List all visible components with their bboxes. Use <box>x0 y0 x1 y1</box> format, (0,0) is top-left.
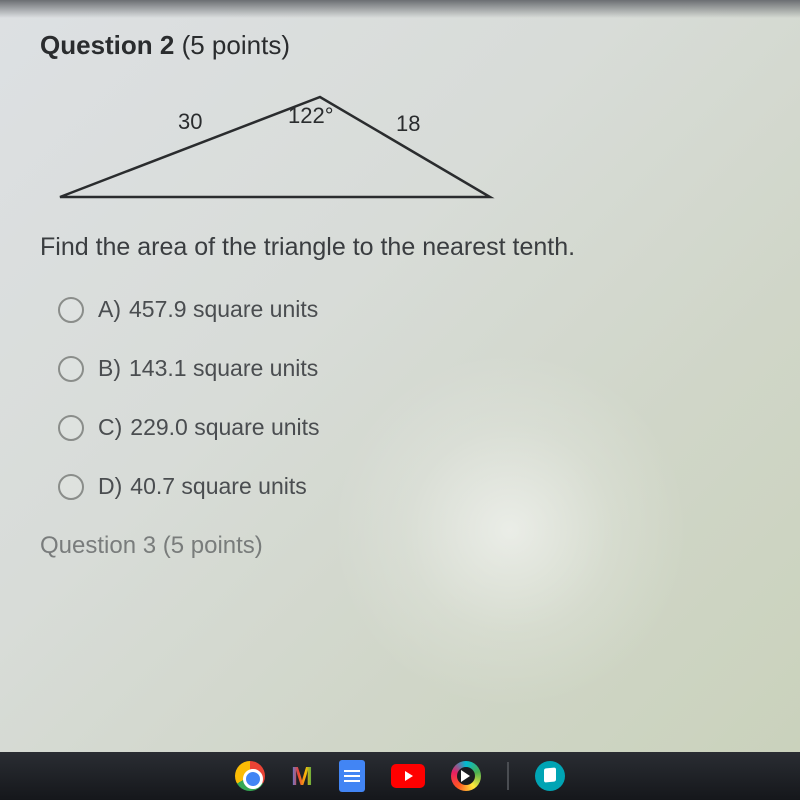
docs-icon[interactable] <box>339 760 365 792</box>
option-letter: D) <box>98 473 122 500</box>
option-c[interactable]: C) 229.0 square units <box>58 414 760 441</box>
question-points: (5 points) <box>182 30 290 60</box>
triangle-angle: 122° <box>288 103 334 129</box>
radio-icon[interactable] <box>58 297 84 323</box>
next-question-header: Question 3 (5 points) <box>40 532 760 560</box>
radio-icon[interactable] <box>58 474 84 500</box>
option-text: 143.1 square units <box>129 355 318 382</box>
play-triangle-icon <box>461 770 470 782</box>
gmail-icon[interactable]: M <box>291 761 313 792</box>
option-letter: A) <box>98 296 121 323</box>
option-d[interactable]: D) 40.7 square units <box>58 473 760 500</box>
option-letter: C) <box>98 414 122 441</box>
chrome-icon[interactable] <box>235 761 265 791</box>
triangle-svg <box>40 79 520 209</box>
triangle-shape <box>60 97 490 197</box>
taskbar-divider <box>507 762 509 790</box>
option-text: 457.9 square units <box>129 296 318 323</box>
play-store-icon[interactable] <box>451 761 481 791</box>
option-text: 229.0 square units <box>130 414 319 441</box>
top-shadow <box>0 0 800 18</box>
option-a[interactable]: A) 457.9 square units <box>58 296 760 323</box>
youtube-icon[interactable] <box>391 764 425 788</box>
radio-icon[interactable] <box>58 415 84 441</box>
app-icon[interactable] <box>535 761 565 791</box>
triangle-diagram: 30 122° 18 <box>40 79 520 209</box>
triangle-side-right: 18 <box>396 111 420 137</box>
option-b[interactable]: B) 143.1 square units <box>58 355 760 382</box>
next-question-number: Question 3 <box>40 532 156 559</box>
option-text: 40.7 square units <box>130 473 306 500</box>
play-triangle-icon <box>405 771 413 781</box>
next-question-points: (5 points) <box>163 532 263 559</box>
option-letter: B) <box>98 355 121 382</box>
answer-options: A) 457.9 square units B) 143.1 square un… <box>40 296 760 500</box>
taskbar: M <box>0 752 800 800</box>
radio-icon[interactable] <box>58 356 84 382</box>
question-prompt: Find the area of the triangle to the nea… <box>40 233 760 262</box>
quiz-screen: Question 2 (5 points) 30 122° 18 Find th… <box>0 0 800 760</box>
question-number: Question 2 <box>40 30 174 60</box>
question-header: Question 2 (5 points) <box>40 30 760 61</box>
triangle-side-left: 30 <box>178 109 202 135</box>
